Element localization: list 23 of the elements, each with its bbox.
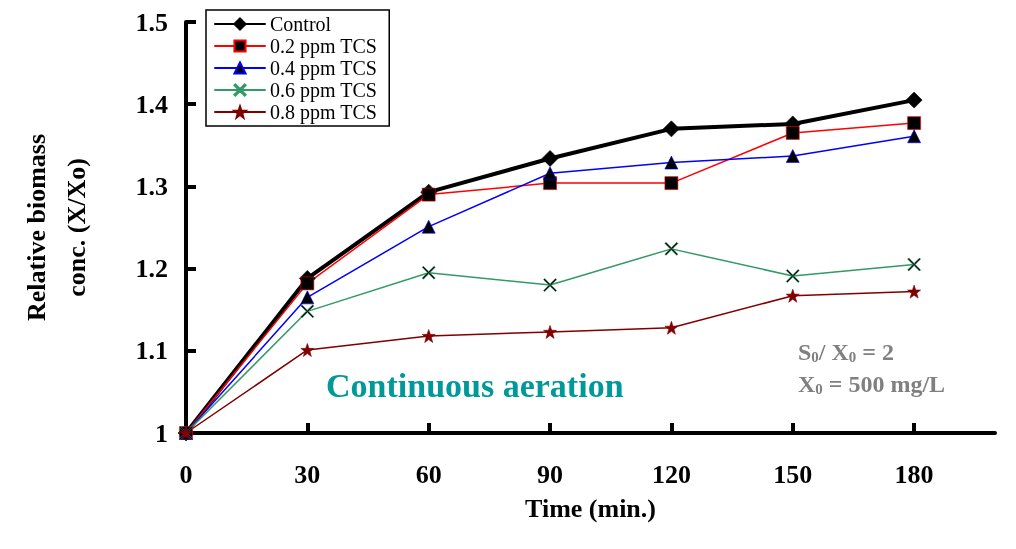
x-tick-label: 180 <box>894 459 934 489</box>
annotation: X0 = 500 mg/L <box>798 371 946 398</box>
legend-label: Control <box>270 13 332 35</box>
y-axis-title: Relative biomass conc. (X/Xo) <box>21 133 91 322</box>
legend-label: 0.6 ppm TCS <box>270 79 377 102</box>
x-tick-label: 120 <box>651 459 691 489</box>
x-tick-label: 90 <box>537 459 564 489</box>
legend-label: 0.4 ppm TCS <box>270 57 377 80</box>
y-tick-label: 1.2 <box>135 254 168 284</box>
annotation: Continuous aeration <box>326 366 624 404</box>
x-axis-title: Time (min.) <box>525 493 656 523</box>
legend-label: 0.8 ppm TCS <box>270 101 377 124</box>
x-tick-label: 0 <box>179 459 193 489</box>
y-tick-label: 1 <box>155 418 168 448</box>
y-tick-label: 1.3 <box>135 171 168 201</box>
annotation: S0/ X0 = 2 <box>798 339 894 366</box>
legend-label: 0.2 ppm TCS <box>270 35 377 58</box>
x-tick-label: 30 <box>294 459 321 489</box>
x-tick-label: 60 <box>415 459 442 489</box>
y-tick-label: 1.4 <box>135 89 168 119</box>
y-tick-label: 1.1 <box>135 336 168 366</box>
x-tick-label: 150 <box>773 459 813 489</box>
y-tick-label: 1.5 <box>135 7 168 37</box>
